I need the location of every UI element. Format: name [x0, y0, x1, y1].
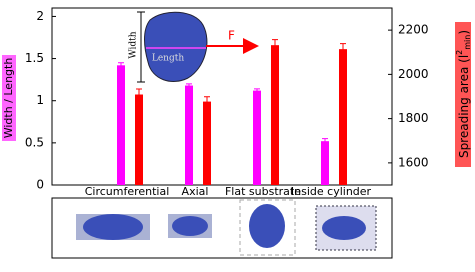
bar: [271, 45, 279, 185]
width-text: Width: [129, 31, 139, 58]
y2-label-sub: min: [463, 35, 472, 50]
y-tick-label: 0.5: [25, 135, 44, 149]
y2-tick-label: 2200: [398, 23, 429, 37]
y2-axis-label: Spreading area (l2min): [455, 30, 472, 158]
y2-label-sup: 2: [455, 50, 464, 55]
y-label-bg: [2, 55, 16, 141]
error-bar: [322, 138, 328, 145]
bar: [135, 94, 143, 185]
y-tick-label: 1: [36, 93, 44, 107]
y2-label-bg: [455, 22, 471, 167]
error-bar: [136, 88, 142, 101]
cell-image: [172, 216, 208, 236]
error-bar: [186, 83, 192, 88]
inset: Width Length F: [129, 11, 259, 83]
bar: [185, 85, 193, 185]
cell-frame: [239, 199, 296, 256]
y2-tick-label: 1600: [398, 155, 429, 169]
x-tick-label: Flat substrate: [225, 185, 301, 198]
bar: [321, 141, 329, 185]
bar: [117, 65, 125, 185]
cell-image: [322, 216, 366, 240]
error-bar: [118, 62, 124, 69]
x-tick-label: Circumferential: [85, 185, 170, 198]
plot-frame: [51, 7, 393, 186]
y-tick-label: 2: [36, 9, 44, 23]
bottom-strip: [51, 197, 393, 259]
cell-image: [83, 214, 143, 240]
y-axis-label: Width / Length: [2, 58, 15, 139]
length-text: Length: [152, 54, 184, 64]
y-tick-label: 0: [36, 178, 44, 192]
bar: [203, 101, 211, 185]
y2-label-end: ): [457, 30, 471, 35]
bar: [253, 90, 261, 185]
x-tick-label: Inside cylinder: [291, 185, 372, 198]
y-tick-label: 1.5: [25, 51, 44, 65]
error-bar: [340, 43, 346, 56]
y2-tick-label: 2000: [398, 67, 429, 81]
error-bar: [204, 96, 210, 107]
error-bar: [272, 39, 278, 52]
cell: [144, 11, 208, 82]
cell-image: [249, 204, 285, 248]
bar: [339, 49, 347, 186]
x-tick-label: Axial: [182, 185, 209, 198]
y2-tick-label: 1800: [398, 111, 429, 125]
y2-label-main: Spreading area (l: [457, 55, 471, 158]
force-label: F: [228, 29, 235, 43]
error-bar: [254, 88, 260, 93]
strip-frame: [51, 197, 393, 259]
